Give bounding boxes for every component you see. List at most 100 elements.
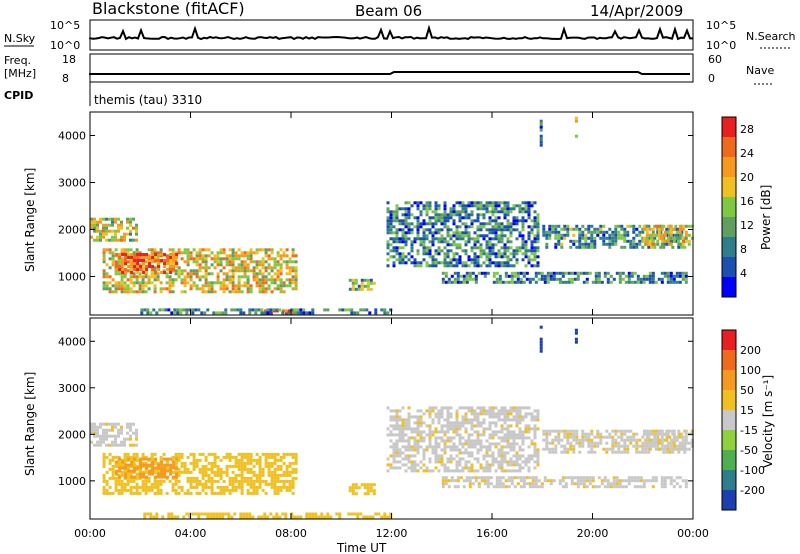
range-cell	[464, 204, 468, 208]
range-cell	[204, 473, 208, 477]
range-cell	[204, 458, 208, 462]
range-cell	[476, 412, 480, 416]
range-cell	[587, 438, 591, 442]
range-cell	[680, 245, 684, 249]
range-cell	[587, 236, 591, 240]
range-cell	[494, 445, 498, 449]
range-cell	[150, 452, 154, 456]
range-cell	[234, 473, 238, 477]
range-cell	[593, 242, 597, 246]
range-cell	[501, 485, 505, 489]
range-cell	[186, 257, 190, 261]
range-cell	[672, 236, 676, 240]
range-cell	[533, 442, 537, 446]
range-cell	[465, 277, 469, 281]
range-cell	[491, 249, 495, 253]
range-cell	[593, 227, 597, 231]
range-cell	[237, 452, 241, 456]
range-cell	[124, 475, 128, 479]
range-cell	[503, 412, 507, 416]
range-cell	[672, 479, 676, 483]
range-cell	[446, 427, 450, 431]
range-cell	[108, 485, 112, 489]
range-cell	[219, 485, 223, 489]
range-cell	[243, 467, 247, 471]
range-cell	[636, 280, 640, 284]
range-cell	[458, 219, 462, 223]
range-cell	[521, 234, 525, 238]
range-cell	[264, 278, 268, 282]
range-cell	[416, 421, 420, 425]
range-cell	[264, 455, 268, 459]
range-cell	[446, 415, 450, 419]
range-cell	[111, 434, 114, 438]
range-cell	[581, 224, 585, 228]
range-cell	[467, 433, 471, 437]
range-cell	[201, 473, 205, 477]
range-cell	[452, 252, 456, 256]
range-cell	[672, 485, 676, 489]
range-cell	[641, 441, 645, 445]
range-cell	[145, 457, 149, 461]
range-cell	[171, 458, 175, 462]
range-cell	[243, 281, 247, 285]
range-cell	[248, 311, 252, 315]
range-cell	[156, 488, 160, 492]
range-cell	[404, 454, 408, 458]
range-cell	[578, 227, 582, 231]
range-cell	[458, 457, 462, 461]
nsearch-label: N.Search	[746, 30, 796, 43]
range-cell	[410, 427, 414, 431]
range-cell	[111, 284, 115, 288]
range-cell	[503, 406, 507, 410]
range-cell	[533, 225, 537, 229]
range-cell	[93, 428, 96, 432]
range-cell	[234, 461, 238, 465]
range-cell	[512, 430, 516, 434]
colorbar-segment	[722, 470, 736, 490]
range-cell	[515, 424, 519, 428]
range-cell	[386, 252, 390, 256]
colorbar-frame	[721, 116, 737, 298]
range-cell	[447, 280, 451, 284]
range-cell	[588, 271, 592, 275]
range-cell	[156, 485, 160, 489]
range-cell	[669, 230, 673, 234]
range-cell	[261, 479, 265, 483]
range-cell	[617, 447, 621, 451]
range-cell	[129, 281, 133, 285]
range-cell	[434, 412, 438, 416]
range-cell	[590, 239, 594, 243]
range-cell	[132, 275, 136, 279]
range-cell	[117, 287, 121, 291]
range-cell	[642, 277, 646, 281]
range-cell	[569, 227, 573, 231]
range-cell	[582, 280, 586, 284]
range-cell	[99, 443, 102, 447]
range-cell	[294, 470, 298, 474]
range-cell	[114, 281, 118, 285]
range-cell	[603, 485, 607, 489]
range-cell	[527, 216, 531, 220]
range-cell	[237, 269, 241, 273]
range-cell	[473, 445, 477, 449]
range-cell	[114, 220, 117, 224]
range-cell	[108, 290, 112, 294]
range-cell	[425, 246, 429, 250]
range-cell	[212, 311, 216, 315]
range-cell	[495, 479, 499, 483]
range-cell	[620, 233, 624, 237]
range-cell	[123, 443, 126, 447]
range-cell	[228, 476, 232, 480]
range-cell	[249, 284, 253, 288]
range-cell	[413, 201, 417, 205]
range-cell	[452, 213, 456, 217]
range-cell	[479, 409, 483, 413]
range-cell	[410, 243, 414, 247]
range-cell	[629, 242, 633, 246]
range-cell	[161, 308, 165, 312]
range-cell	[474, 274, 478, 278]
range-cell	[186, 455, 190, 459]
range-cell	[651, 271, 655, 275]
range-cell	[198, 269, 202, 273]
